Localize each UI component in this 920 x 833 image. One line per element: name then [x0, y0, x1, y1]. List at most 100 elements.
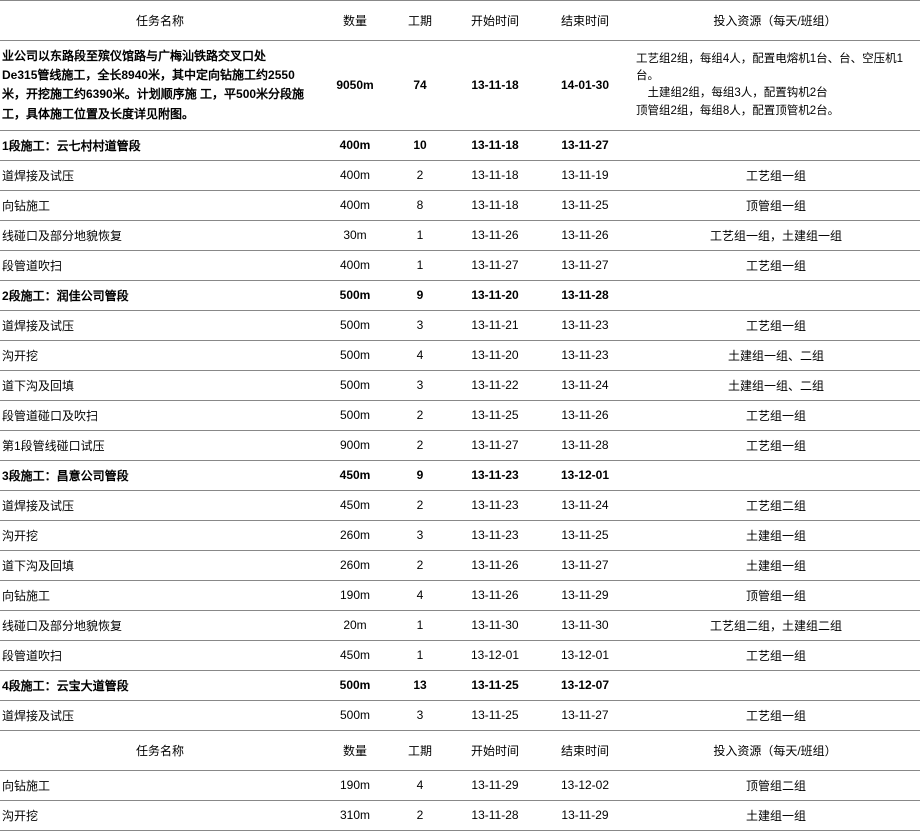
cell-qty: 450m [320, 460, 390, 490]
cell-dur: 3 [390, 520, 450, 550]
col-task: 任务名称 [0, 1, 320, 41]
table-row: 线碰口及部分地貌恢复20m113-11-3013-11-30工艺组二组，土建组二… [0, 610, 920, 640]
cell-end: 13-11-27 [540, 700, 630, 730]
table-row: 沟开挖260m313-11-2313-11-25土建组一组 [0, 520, 920, 550]
cell-start: 13-11-18 [450, 190, 540, 220]
cell-end: 13-11-25 [540, 190, 630, 220]
cell-dur: 1 [390, 220, 450, 250]
col-end: 结束时间 [540, 730, 630, 770]
cell-start: 13-11-20 [450, 280, 540, 310]
cell-qty: 500m [320, 280, 390, 310]
col-qty: 数量 [320, 730, 390, 770]
cell-dur: 3 [390, 700, 450, 730]
cell-res: 顶管组一组 [630, 190, 920, 220]
cell-res [630, 130, 920, 160]
cell-dur: 2 [390, 800, 450, 830]
cell-task: 道下沟及回填 [0, 550, 320, 580]
cell-qty: 400m [320, 190, 390, 220]
cell-dur: 10 [390, 130, 450, 160]
cell-qty: 500m [320, 310, 390, 340]
cell-res: 工艺组一组 [630, 400, 920, 430]
cell-task: 段管道吹扫 [0, 640, 320, 670]
cell-start: 13-11-23 [450, 490, 540, 520]
col-start: 开始时间 [450, 1, 540, 41]
cell-dur: 2 [390, 160, 450, 190]
col-qty: 数量 [320, 1, 390, 41]
cell-res: 土建组一组、二组 [630, 340, 920, 370]
col-start: 开始时间 [450, 730, 540, 770]
cell-res: 工艺组二组，土建组二组 [630, 610, 920, 640]
table-row: 1段施工：云七村村道管段400m1013-11-1813-11-27 [0, 130, 920, 160]
cell-res: 工艺组一组，土建组一组 [630, 220, 920, 250]
cell-qty: 500m [320, 670, 390, 700]
cell-res: 工艺组2组，每组4人，配置电熔机1台、台、空压机1台。 土建组2组，每组3人，配… [630, 41, 920, 131]
cell-qty: 260m [320, 550, 390, 580]
cell-qty: 400m [320, 160, 390, 190]
cell-res: 工艺组一组 [630, 310, 920, 340]
cell-end: 13-11-24 [540, 490, 630, 520]
cell-end: 13-11-19 [540, 160, 630, 190]
cell-qty: 900m [320, 430, 390, 460]
cell-res: 工艺组一组 [630, 700, 920, 730]
col-end: 结束时间 [540, 1, 630, 41]
cell-qty: 400m [320, 130, 390, 160]
cell-end: 14-01-30 [540, 41, 630, 131]
table-row: 4段施工：云宝大道管段500m1313-11-2513-12-07 [0, 670, 920, 700]
header-row: 任务名称 数量 工期 开始时间 结束时间 投入资源（每天/班组） [0, 1, 920, 41]
cell-dur: 74 [390, 41, 450, 131]
table-row: 业公司以东路段至殡仪馆路与广梅汕铁路交叉口处 De315管线施工，全长8940米… [0, 41, 920, 131]
cell-end: 13-11-23 [540, 310, 630, 340]
cell-task: 沟开挖 [0, 800, 320, 830]
cell-res: 顶管组二组 [630, 770, 920, 800]
cell-start: 13-11-26 [450, 220, 540, 250]
table-row: 道下沟及回填500m313-11-2213-11-24土建组一组、二组 [0, 370, 920, 400]
cell-task: 向钻施工 [0, 580, 320, 610]
table-row: 2段施工：润佳公司管段500m913-11-2013-11-28 [0, 280, 920, 310]
cell-start: 13-11-25 [450, 400, 540, 430]
cell-end: 13-11-29 [540, 800, 630, 830]
cell-qty: 9050m [320, 41, 390, 131]
cell-res: 工艺组一组 [630, 250, 920, 280]
table-row: 段管道吹扫400m113-11-2713-11-27工艺组一组 [0, 250, 920, 280]
cell-qty: 260m [320, 520, 390, 550]
table-row: 段管道碰口及吹扫500m213-11-2513-11-26工艺组一组 [0, 400, 920, 430]
cell-start: 13-11-18 [450, 160, 540, 190]
table-row: 向钻施工190m413-11-2613-11-29顶管组一组 [0, 580, 920, 610]
table-row: 段管道吹扫450m113-12-0113-12-01工艺组一组 [0, 640, 920, 670]
cell-task: 向钻施工 [0, 770, 320, 800]
table-row: 道焊接及试压500m313-11-2513-11-27工艺组一组 [0, 700, 920, 730]
cell-start: 13-11-21 [450, 310, 540, 340]
table-row: 道焊接及试压500m313-11-2113-11-23工艺组一组 [0, 310, 920, 340]
cell-dur: 1 [390, 250, 450, 280]
cell-res [630, 280, 920, 310]
table-row: 第1段管线碰口试压900m213-11-2713-11-28工艺组一组 [0, 430, 920, 460]
cell-res: 土建组一组、二组 [630, 370, 920, 400]
cell-qty: 310m [320, 800, 390, 830]
cell-task: 1段施工：云七村村道管段 [0, 130, 320, 160]
cell-dur: 9 [390, 460, 450, 490]
cell-start: 13-11-27 [450, 250, 540, 280]
schedule-table: 任务名称 数量 工期 开始时间 结束时间 投入资源（每天/班组） 业公司以东路段… [0, 0, 920, 831]
cell-dur: 2 [390, 400, 450, 430]
cell-res [630, 670, 920, 700]
cell-qty: 20m [320, 610, 390, 640]
cell-res: 工艺组一组 [630, 160, 920, 190]
cell-task: 段管道吹扫 [0, 250, 320, 280]
col-task: 任务名称 [0, 730, 320, 770]
cell-task: 沟开挖 [0, 340, 320, 370]
cell-start: 13-11-28 [450, 800, 540, 830]
table-row: 沟开挖310m213-11-2813-11-29土建组一组 [0, 800, 920, 830]
cell-end: 13-11-30 [540, 610, 630, 640]
table-row: 线碰口及部分地貌恢复30m113-11-2613-11-26工艺组一组，土建组一… [0, 220, 920, 250]
cell-start: 13-12-01 [450, 640, 540, 670]
cell-res: 工艺组二组 [630, 490, 920, 520]
cell-res: 土建组一组 [630, 520, 920, 550]
cell-dur: 4 [390, 340, 450, 370]
table-row: 向钻施工400m813-11-1813-11-25顶管组一组 [0, 190, 920, 220]
cell-task: 4段施工：云宝大道管段 [0, 670, 320, 700]
cell-dur: 8 [390, 190, 450, 220]
table-row: 向钻施工190m413-11-2913-12-02顶管组二组 [0, 770, 920, 800]
cell-end: 13-11-28 [540, 280, 630, 310]
cell-dur: 1 [390, 610, 450, 640]
table-row: 道焊接及试压400m213-11-1813-11-19工艺组一组 [0, 160, 920, 190]
